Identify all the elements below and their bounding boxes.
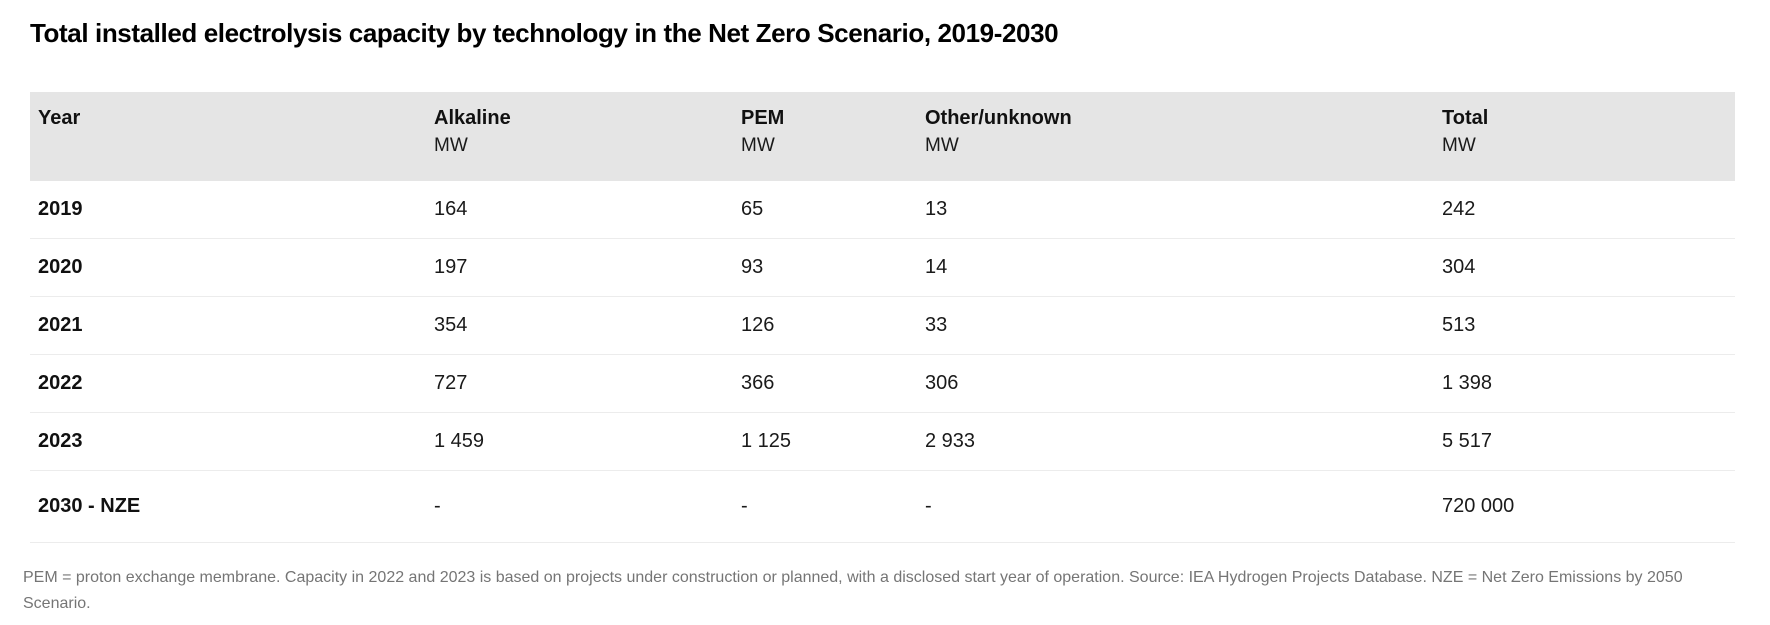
column-label-alkaline: Alkaline — [434, 107, 511, 129]
alkaline-value-cell: 354 — [434, 314, 468, 336]
column-label-other-unknown: Other/unknown — [925, 107, 1072, 129]
table-row: 2020 197 93 14 304 — [30, 239, 1735, 297]
year-cell: 2022 — [38, 372, 83, 394]
pem-value-cell: 126 — [741, 314, 775, 336]
table-row: 2030 - NZE - - - 720 000 — [30, 471, 1735, 543]
alkaline-value-cell: 727 — [434, 372, 468, 394]
pem-value-cell: 65 — [741, 198, 764, 220]
other-value-cell: 306 — [925, 372, 959, 394]
table-row: 2021 354 126 33 513 — [30, 297, 1735, 355]
total-value-cell: 720 000 — [1442, 495, 1515, 517]
table-row: 2019 164 65 13 242 — [30, 181, 1735, 239]
table-footnote: PEM = proton exchange membrane. Capacity… — [23, 569, 1683, 612]
column-unit-other-unknown: MW — [925, 135, 959, 156]
pem-value-cell: 93 — [741, 256, 764, 278]
total-value-cell: 304 — [1442, 256, 1476, 278]
column-label-total: Total — [1442, 107, 1489, 129]
total-value-cell: 5 517 — [1442, 430, 1493, 452]
total-value-cell: 242 — [1442, 198, 1476, 220]
year-cell: 2020 — [38, 256, 83, 278]
column-label-year: Year — [38, 107, 81, 129]
column-unit-alkaline: MW — [434, 135, 468, 156]
pem-value-cell: 366 — [741, 372, 775, 394]
other-value-cell: - — [925, 495, 932, 517]
year-cell: 2019 — [38, 198, 83, 220]
other-value-cell: 2 933 — [925, 430, 976, 452]
year-cell: 2021 — [38, 314, 83, 336]
year-cell: 2023 — [38, 430, 83, 452]
page-title: Total installed electrolysis capacity by… — [30, 18, 1059, 48]
alkaline-value-cell: 197 — [434, 256, 468, 278]
pem-value-cell: - — [741, 495, 748, 517]
column-header-other-unknown: Other/unknown MW — [925, 105, 1442, 181]
other-value-cell: 13 — [925, 198, 948, 220]
total-value-cell: 1 398 — [1442, 372, 1493, 394]
column-label-pem: PEM — [741, 107, 785, 129]
column-header-pem: PEM MW — [741, 105, 925, 181]
column-header-total: Total MW — [1442, 105, 1735, 181]
year-cell: 2030 - NZE — [38, 495, 141, 517]
alkaline-value-cell: - — [434, 495, 441, 517]
other-value-cell: 14 — [925, 256, 948, 278]
table-row: 2022 727 366 306 1 398 — [30, 355, 1735, 413]
other-value-cell: 33 — [925, 314, 948, 336]
table-body: 2019 164 65 13 242 2020 197 93 14 304 2021 354 126 33… — [30, 181, 1735, 543]
column-unit-total: MW — [1442, 135, 1476, 156]
alkaline-value-cell: 1 459 — [434, 430, 485, 452]
pem-value-cell: 1 125 — [741, 430, 792, 452]
alkaline-value-cell: 164 — [434, 198, 468, 220]
total-value-cell: 513 — [1442, 314, 1476, 336]
capacity-table: Year Alkaline MW PEM MW Other/unknown MW… — [30, 92, 1735, 543]
column-unit-pem: MW — [741, 135, 775, 156]
column-header-alkaline: Alkaline MW — [434, 105, 741, 181]
column-header-year: Year — [30, 105, 434, 181]
table-row: 2023 1 459 1 125 2 933 5 517 — [30, 413, 1735, 471]
table-header-row: Year Alkaline MW PEM MW Other/unknown MW… — [30, 92, 1735, 181]
